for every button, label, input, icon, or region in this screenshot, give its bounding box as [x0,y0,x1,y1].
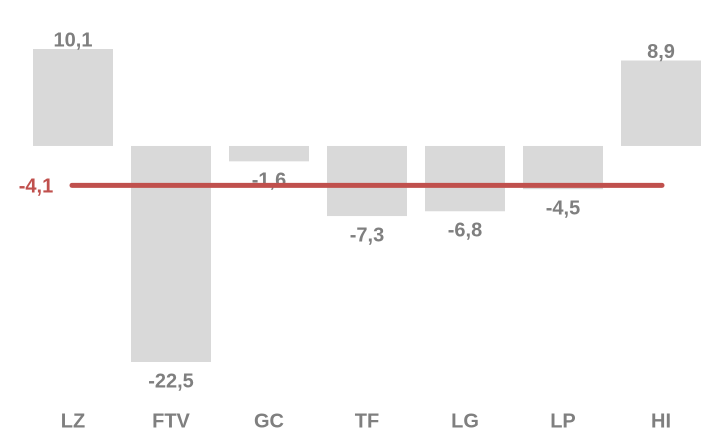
value-label: -4,5 [546,197,580,219]
x-tick-label: HI [651,410,671,432]
bar [425,145,505,212]
x-tick-label: LZ [61,410,85,432]
value-label: 8,9 [647,41,675,63]
x-tick-label: FTV [152,410,190,432]
bar [621,60,701,146]
x-tick-label: LP [550,410,576,432]
x-tick-label: LG [451,410,479,432]
value-label: 10,1 [54,29,93,51]
value-label: -7,3 [350,224,384,246]
reference-label: -4,1 [19,176,53,198]
value-label: -1,6 [252,170,286,192]
value-label: -22,5 [148,370,194,392]
bar [131,145,211,362]
bar [229,145,309,162]
x-tick-label: TF [355,410,379,432]
bar [523,145,603,190]
x-tick-label: GC [254,410,284,432]
bar [327,145,407,217]
bar [33,49,113,146]
value-label: -6,8 [448,220,482,242]
